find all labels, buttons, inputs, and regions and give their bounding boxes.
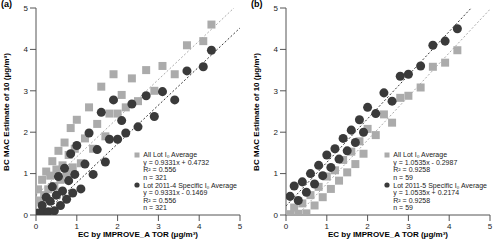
html-text:R² = 0.556: R² = 0.556 [143,166,177,174]
html-text:EC by IMPROVE_A TOR (μg/m³): EC by IMPROVE_A TOR (μg/m³) [78,230,198,239]
html-text:n = 59: n = 59 [393,174,413,181]
html-text:R² = 0.9258: R² = 0.9258 [393,196,431,204]
svg-text:3: 3 [156,222,161,231]
svg-text:1: 1 [325,222,330,231]
html-text:n = 321: n = 321 [143,204,167,212]
svg-text:4: 4 [274,45,279,54]
svg-text:0: 0 [284,222,289,231]
svg-text:5: 5 [274,4,279,13]
html-text:BC MAC Estimate of 10 (μg/m³): BC MAC Estimate of 10 (μg/m³) [252,52,261,171]
html-text:R² = 0.9258: R² = 0.9258 [393,166,431,174]
svg-text:3: 3 [24,87,29,96]
html-text:Lot 2011-5 Specific I₀ Average: Lot 2011-5 Specific I₀ Average [393,181,487,189]
svg-text:2: 2 [274,128,279,137]
svg-text:4: 4 [24,45,29,54]
svg-text:4: 4 [197,222,202,231]
html-text:n = 59: n = 59 [393,204,413,212]
svg-text:3: 3 [274,87,279,96]
svg-text:1: 1 [75,222,80,231]
svg-text:4: 4 [447,222,452,231]
svg-text:3: 3 [406,222,411,231]
html-text:All Lot I₀ Average: All Lot I₀ Average [393,151,447,159]
svg-text:2: 2 [24,128,29,137]
html-text:R² = 0.556: R² = 0.556 [143,196,177,204]
svg-text:1: 1 [24,169,29,178]
html-text:BC MAC Estimate of 10 (μg/m³): BC MAC Estimate of 10 (μg/m³) [2,52,11,171]
html-text:y = 1.0535x - 0.2987: y = 1.0535x - 0.2987 [393,158,458,166]
html-text:EC by IMPROVE_A TOR (μg/m³): EC by IMPROVE_A TOR (μg/m³) [328,230,448,239]
html-text:Lot 2011-4 Specific I₀ Average: Lot 2011-4 Specific I₀ Average [143,181,237,189]
svg-text:5: 5 [24,4,29,13]
html-text:(b): (b) [251,0,263,9]
svg-text:0: 0 [34,222,39,231]
svg-text:2: 2 [365,222,370,231]
html-text:y = 0.9331x - 0.1469: y = 0.9331x - 0.1469 [143,189,208,197]
svg-text:0: 0 [274,211,279,220]
svg-text:5: 5 [488,222,492,231]
html-text:y = 1.0535x + 0.2174: y = 1.0535x + 0.2174 [393,189,460,197]
svg-text:5: 5 [238,222,243,231]
svg-text:1: 1 [274,169,279,178]
html-text:(a): (a) [1,0,12,9]
svg-text:0: 0 [24,211,29,220]
html-text:n = 321: n = 321 [143,174,167,181]
html-text:y = 0.9331x + 0.4732: y = 0.9331x + 0.4732 [143,158,210,166]
html-text:All Lot I₀ Average: All Lot I₀ Average [143,151,197,159]
svg-text:2: 2 [115,222,120,231]
